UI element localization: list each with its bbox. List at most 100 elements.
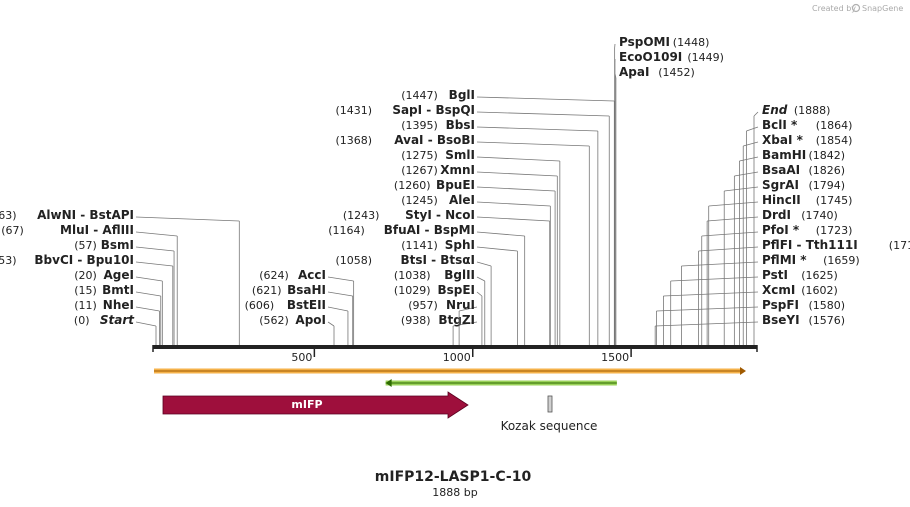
site-leader-elbow bbox=[135, 291, 161, 297]
feature-mifp[interactable]: mIFP bbox=[162, 391, 469, 419]
site-drdi[interactable]: DrdI (1740) bbox=[706, 208, 838, 345]
site-leader-elbow bbox=[746, 126, 759, 132]
site-bfuai[interactable]: BfuAI - BspMI (1164) bbox=[328, 223, 526, 345]
tick-label: 1000 bbox=[443, 351, 471, 364]
site-leader-elbow bbox=[476, 291, 483, 297]
site-leader-elbow bbox=[135, 321, 157, 327]
site-alwni[interactable]: AlwNI - BstAPI (263) bbox=[0, 208, 240, 345]
site-acci[interactable]: AccI (624) bbox=[259, 268, 355, 345]
feature-kozak[interactable]: Kozak sequence bbox=[501, 395, 598, 433]
site-end[interactable]: End (1888) bbox=[753, 103, 831, 345]
site-btgzi[interactable]: BtgZI (938) bbox=[401, 313, 478, 345]
site-bpuei[interactable]: BpuEI (1260) bbox=[394, 178, 556, 345]
site-position: (1368) bbox=[336, 134, 373, 147]
site-position: (938) bbox=[401, 314, 431, 327]
site-position: (1745) bbox=[816, 194, 853, 207]
site-leader-elbow bbox=[135, 216, 240, 222]
site-leader-elbow bbox=[327, 321, 335, 327]
site-position: (1038) bbox=[394, 269, 431, 282]
site-xbai[interactable]: XbaI * (1854) bbox=[742, 133, 852, 345]
tick-label: 500 bbox=[291, 351, 312, 364]
site-leader-elbow bbox=[135, 306, 160, 312]
site-nhei[interactable]: NheI (11) bbox=[74, 298, 160, 345]
site-label: BseYI bbox=[762, 313, 800, 327]
site-sapi[interactable]: SapI - BspQI (1431) bbox=[336, 103, 610, 345]
site-bsahi[interactable]: BsaHI (621) bbox=[252, 283, 354, 345]
site-position: (1864) bbox=[816, 119, 853, 132]
site-position: (263) bbox=[0, 209, 17, 222]
site-position: (1602) bbox=[801, 284, 838, 297]
site-styi[interactable]: StyI - NcoI (1243) bbox=[343, 208, 551, 345]
site-leader-elbow bbox=[135, 261, 173, 267]
features: mIFP Kozak sequence bbox=[162, 391, 598, 433]
site-label: BpuEI bbox=[436, 178, 475, 192]
site-pspomi[interactable]: PspOMI (1448) bbox=[614, 35, 710, 345]
site-hincii[interactable]: HincII (1745) bbox=[708, 193, 853, 345]
site-position: (1625) bbox=[801, 269, 838, 282]
site-label: PspFI bbox=[762, 298, 799, 312]
site-alei[interactable]: AleI (1245) bbox=[401, 193, 551, 345]
site-label: BstEII bbox=[287, 298, 326, 312]
site-leader-elbow bbox=[476, 156, 560, 162]
site-position: (1058) bbox=[336, 254, 373, 267]
site-leader-elbow bbox=[476, 201, 551, 207]
site-label: AgeI bbox=[104, 268, 134, 282]
site-start[interactable]: Start (0) bbox=[74, 313, 157, 345]
site-label: SphI bbox=[445, 238, 475, 252]
site-position: (621) bbox=[252, 284, 282, 297]
site-sphi[interactable]: SphI (1141) bbox=[401, 238, 518, 345]
site-position: (0) bbox=[74, 314, 90, 327]
site-bglii[interactable]: BglII (1038) bbox=[394, 268, 486, 345]
site-pflmi[interactable]: PflMI * (1659) bbox=[681, 253, 860, 345]
site-leader-elbow bbox=[655, 321, 759, 327]
backbone bbox=[152, 345, 758, 352]
site-leader-elbow bbox=[476, 171, 558, 177]
site-bseyi[interactable]: BseYI (1576) bbox=[654, 313, 845, 345]
site-position: (1888) bbox=[794, 104, 831, 117]
site-bbsi[interactable]: BbsI (1395) bbox=[401, 118, 599, 345]
site-bsmi[interactable]: BsmI (57) bbox=[74, 238, 175, 345]
site-position: (53) bbox=[0, 254, 17, 267]
site-mlui[interactable]: MluI - AflIII (67) bbox=[1, 223, 178, 345]
site-apoi[interactable]: ApoI (562) bbox=[259, 313, 335, 345]
site-position: (1794) bbox=[809, 179, 846, 192]
site-leader-elbow bbox=[476, 141, 590, 147]
site-position: (20) bbox=[74, 269, 97, 282]
site-label: PfoI * bbox=[762, 223, 800, 237]
site-bsteii[interactable]: BstEII (606) bbox=[245, 298, 349, 345]
restriction-sites: Start(0)NheI(11)BmtI(15)AgeI (20)BbvCI - … bbox=[0, 35, 910, 345]
site-apai[interactable]: ApaI (1452) bbox=[614, 65, 695, 345]
site-label: SgrAI bbox=[762, 178, 799, 192]
site-position: (1740) bbox=[801, 209, 838, 222]
site-bgli[interactable]: BglI (1447) bbox=[401, 88, 615, 345]
site-label: HincII bbox=[762, 193, 801, 207]
site-pspfi[interactable]: PspFI (1580) bbox=[656, 298, 845, 345]
site-label: NheI bbox=[103, 298, 134, 312]
credit-text: Created by bbox=[812, 4, 856, 13]
site-nrui[interactable]: NruI (957) bbox=[408, 298, 478, 345]
site-leader-elbow bbox=[476, 216, 550, 222]
site-label: EcoO109I bbox=[619, 50, 682, 64]
site-leader-elbow bbox=[476, 231, 525, 237]
site-xmni[interactable]: XmnI(1267) bbox=[401, 163, 558, 345]
site-bspei[interactable]: BspEI (1029) bbox=[394, 283, 483, 345]
site-agei[interactable]: AgeI (20) bbox=[74, 268, 163, 345]
site-label: MluI - AflIII bbox=[60, 223, 134, 237]
site-sgrai[interactable]: SgrAI (1794) bbox=[723, 178, 846, 345]
site-bmti[interactable]: BmtI (15) bbox=[74, 283, 162, 345]
range-orange[interactable] bbox=[154, 367, 746, 375]
site-pfoi[interactable]: PfoI * (1723) bbox=[701, 223, 853, 345]
site-bbvci[interactable]: BbvCI - Bpu10I (53) bbox=[0, 253, 174, 345]
range-green[interactable] bbox=[385, 379, 617, 387]
site-label: BfuAI - BspMI bbox=[384, 223, 475, 237]
site-position: (1245) bbox=[401, 194, 438, 207]
site-btsi[interactable]: BtsI - BtsαI (1058) bbox=[336, 253, 492, 345]
site-smli[interactable]: SmlI (1275) bbox=[401, 148, 561, 345]
site-xcmi[interactable]: XcmI (1602) bbox=[663, 283, 838, 345]
site-bamhi[interactable]: BamHI (1842) bbox=[739, 148, 845, 345]
site-bcli[interactable]: BclI * (1864) bbox=[745, 118, 853, 345]
site-leader-elbow bbox=[327, 291, 353, 297]
site-ecoo109i[interactable]: EcoO109I (1449) bbox=[614, 50, 724, 345]
site-position: (957) bbox=[408, 299, 438, 312]
site-avai[interactable]: AvaI - BsoBI (1368) bbox=[336, 133, 590, 345]
